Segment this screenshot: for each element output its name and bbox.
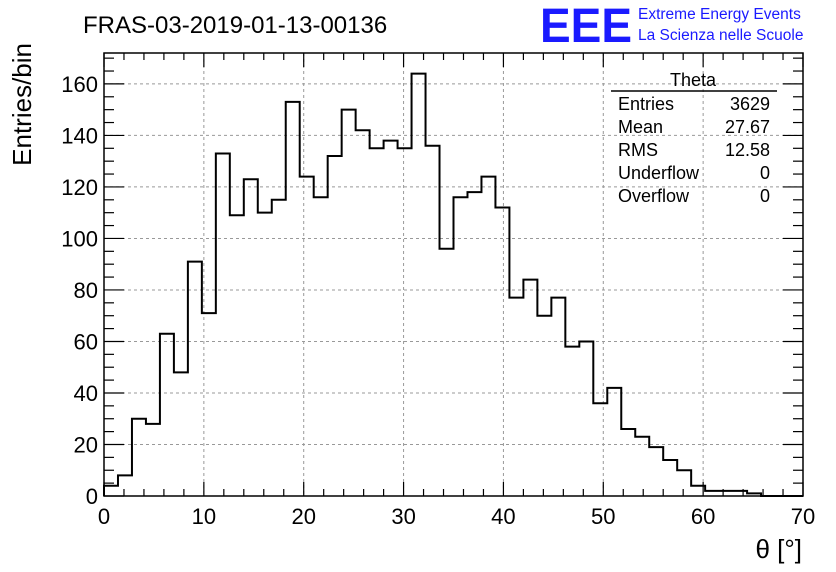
y-tick-label: 140 (61, 123, 98, 148)
y-tick-label: 40 (74, 381, 98, 406)
y-tick-label: 20 (74, 432, 98, 457)
y-tick-label: 100 (61, 226, 98, 251)
y-tick-label: 0 (86, 484, 98, 509)
x-tick-label: 70 (791, 504, 815, 529)
y-tick-label: 60 (74, 329, 98, 354)
x-tick-label: 50 (591, 504, 615, 529)
stats-value: 0 (760, 163, 770, 183)
stats-box: Theta Entries 3629 Mean 27.67 RMS 12.58 Underf… (611, 70, 777, 206)
y-tick-label: 120 (61, 175, 98, 200)
stats-label: Overflow (618, 186, 690, 206)
x-tick-label: 0 (98, 504, 110, 529)
x-tick-label: 40 (491, 504, 515, 529)
eee-logo-line1: Extreme Energy Events (638, 6, 801, 23)
y-tick-label: 160 (61, 72, 98, 97)
x-tick-label: 60 (691, 504, 715, 529)
stats-value: 0 (760, 186, 770, 206)
plot-frame (103, 52, 804, 497)
stats-label: Mean (618, 117, 663, 137)
stats-value: 3629 (730, 94, 770, 114)
stats-value: 27.67 (725, 117, 770, 137)
stats-value: 12.58 (725, 140, 770, 160)
grid (104, 53, 803, 496)
stats-rows: Entries 3629 Mean 27.67 RMS 12.58 Underflow 0 Ov… (618, 94, 770, 206)
stats-label: Entries (618, 94, 674, 114)
tick-labels: 0 10 20 30 40 50 60 70 0 20 40 60 80 100 120 140 160 (61, 72, 815, 529)
chart-title: FRAS-03-2019-01-13-00136 (83, 12, 387, 39)
eee-logo-mark: EEE (540, 0, 632, 53)
eee-logo: EEE Extreme Energy Events La Scienza nel… (540, 0, 803, 53)
stats-label: RMS (618, 140, 658, 160)
x-axis-label: θ [°] (755, 534, 802, 564)
histogram-line (103, 72, 803, 497)
eee-logo-line2: La Scienza nelle Scuole (638, 27, 803, 44)
stats-label: Underflow (618, 163, 700, 183)
axis-ticks (103, 53, 804, 497)
x-tick-label: 30 (391, 504, 415, 529)
x-tick-label: 20 (291, 504, 315, 529)
y-tick-label: 80 (74, 278, 98, 303)
x-tick-label: 10 (192, 504, 216, 529)
stats-title: Theta (670, 70, 717, 90)
y-axis-label: Entries/bin (7, 43, 37, 166)
